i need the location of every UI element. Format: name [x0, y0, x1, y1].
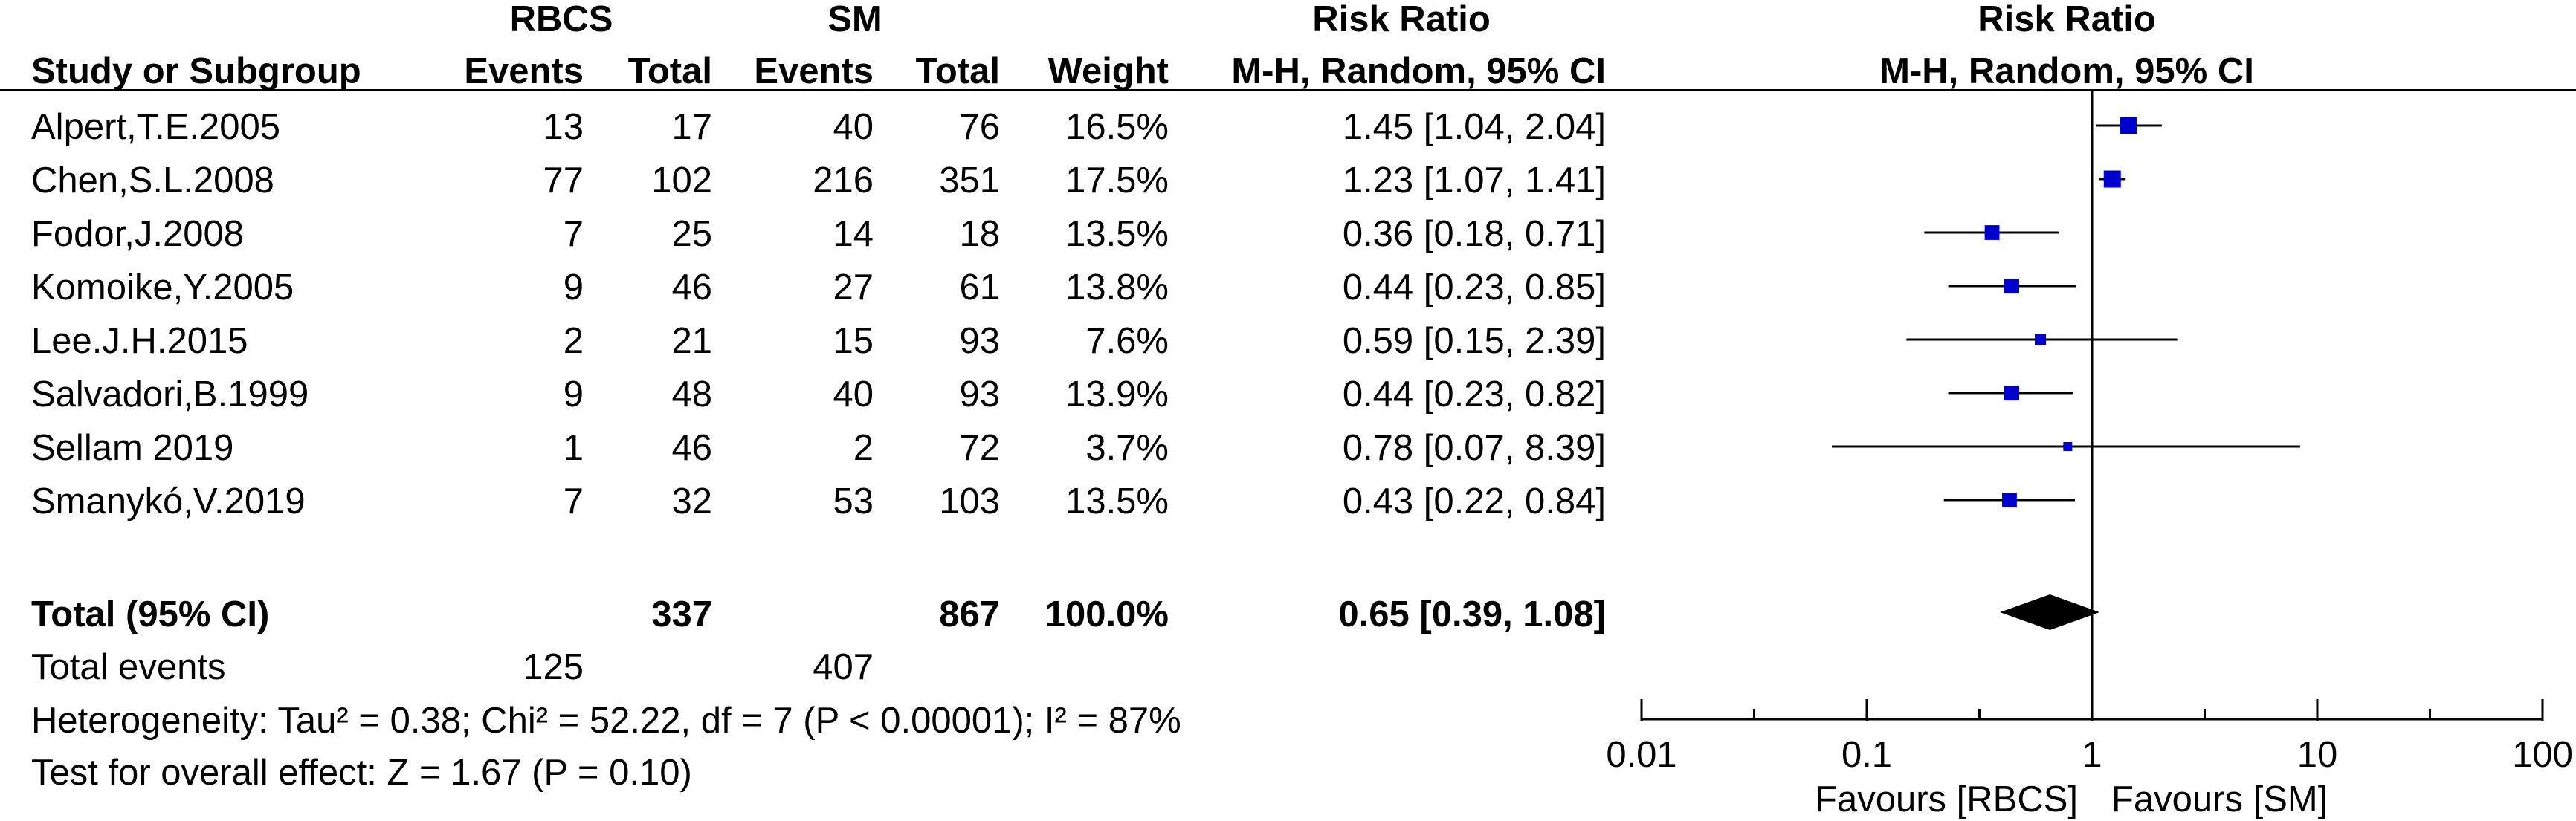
events2-value: 15: [833, 321, 874, 361]
total-events-1: 125: [523, 647, 584, 687]
events2-header: Events: [754, 51, 874, 91]
total-events-2: 407: [813, 647, 874, 687]
total2-value: 351: [939, 160, 1000, 201]
method-header-left: M-H, Random, 95% CI: [1231, 51, 1606, 91]
events1-value: 2: [563, 321, 584, 361]
point-estimate-marker: [2120, 117, 2137, 134]
total-events-label: Total events: [31, 647, 226, 687]
events1-value: 1: [563, 428, 584, 468]
study-name: Lee.J.H.2015: [31, 321, 248, 361]
x-tick-label: 1: [2082, 735, 2102, 775]
total-label: Total (95% CI): [31, 594, 270, 635]
study-name: Chen,S.L.2008: [31, 160, 274, 201]
total1-value: 32: [671, 481, 712, 522]
events2-value: 40: [833, 374, 874, 415]
weight-value: 16.5%: [1065, 107, 1169, 147]
events1-value: 7: [563, 481, 584, 522]
events2-value: 2: [853, 428, 874, 468]
ci-value: 0.36 [0.18, 0.71]: [1342, 214, 1606, 254]
events1-header: Events: [464, 51, 584, 91]
header-divider: [0, 89, 2576, 91]
point-estimate-marker: [2002, 493, 2017, 507]
pooled-estimate-diamond: [2000, 594, 2100, 630]
total1-value: 102: [651, 160, 712, 201]
events1-value: 77: [543, 160, 584, 201]
point-estimate-marker: [2004, 278, 2019, 294]
events1-value: 9: [563, 374, 584, 415]
total1-value: 46: [671, 267, 712, 308]
total1-value: 17: [671, 107, 712, 147]
method-header-right: M-H, Random, 95% CI: [1879, 51, 2254, 91]
study-name: Alpert,T.E.2005: [31, 107, 281, 147]
risk-ratio-header-right: Risk Ratio: [1978, 0, 2156, 39]
point-estimate-marker: [1984, 225, 2000, 240]
total-ci: 0.65 [0.39, 1.08]: [1338, 594, 1606, 635]
total2-value: 61: [959, 267, 1000, 308]
study-name: Komoike,Y.2005: [31, 267, 294, 308]
weight-value: 3.7%: [1085, 428, 1169, 468]
group2-header: SM: [827, 0, 882, 39]
study-name: Sellam 2019: [31, 428, 234, 468]
events2-value: 40: [833, 107, 874, 147]
favours-left-label: Favours [RBCS]: [1815, 779, 2078, 820]
weight-value: 17.5%: [1065, 160, 1169, 201]
total2-value: 93: [959, 321, 1000, 361]
point-estimate-marker: [2063, 442, 2073, 451]
overall-effect-text: Test for overall effect: Z = 1.67 (P = 0…: [31, 753, 692, 793]
ci-value: 1.23 [1.07, 1.41]: [1342, 160, 1606, 201]
point-estimate-marker: [2103, 170, 2121, 188]
weight-value: 13.8%: [1065, 267, 1169, 308]
ci-value: 0.44 [0.23, 0.82]: [1342, 374, 1606, 415]
ci-value: 1.45 [1.04, 2.04]: [1342, 107, 1606, 147]
group1-header: RBCS: [509, 0, 613, 39]
events2-value: 53: [833, 481, 874, 522]
total1-value: 25: [671, 214, 712, 254]
events1-value: 13: [543, 107, 584, 147]
events2-value: 216: [813, 160, 874, 201]
total-n2: 867: [939, 594, 1000, 635]
x-tick-label: 10: [2296, 735, 2338, 775]
events2-value: 14: [833, 214, 874, 254]
x-tick-label: 100: [2512, 735, 2573, 775]
weight-value: 7.6%: [1085, 321, 1169, 361]
total2-value: 76: [959, 107, 1000, 147]
total2-value: 93: [959, 374, 1000, 415]
ci-value: 0.43 [0.22, 0.84]: [1342, 481, 1606, 522]
total2-value: 72: [959, 428, 1000, 468]
events1-value: 9: [563, 267, 584, 308]
point-estimate-marker: [2004, 385, 2020, 401]
point-estimate-marker: [2035, 334, 2047, 345]
total2-value: 103: [939, 481, 1000, 522]
total1-value: 46: [671, 428, 712, 468]
weight-header: Weight: [1047, 51, 1169, 91]
total1-value: 21: [671, 321, 712, 361]
events2-value: 27: [833, 267, 874, 308]
study-name: Salvadori,B.1999: [31, 374, 309, 415]
total1-header: Total: [627, 51, 712, 91]
study-name: Smanykó,V.2019: [31, 481, 306, 522]
heterogeneity-text: Heterogeneity: Tau² = 0.38; Chi² = 52.22…: [31, 701, 1181, 741]
ci-value: 0.44 [0.23, 0.85]: [1342, 267, 1606, 308]
total2-value: 18: [959, 214, 1000, 254]
study-name: Fodor,J.2008: [31, 214, 245, 254]
weight-value: 13.9%: [1065, 374, 1169, 415]
total-n1: 337: [651, 594, 712, 635]
ci-value: 0.59 [0.15, 2.39]: [1342, 321, 1606, 361]
weight-value: 13.5%: [1065, 481, 1169, 522]
total1-value: 48: [671, 374, 712, 415]
x-tick-label: 0.1: [1841, 735, 1893, 775]
risk-ratio-header-left: Risk Ratio: [1312, 0, 1491, 39]
weight-value: 13.5%: [1065, 214, 1169, 254]
x-tick-label: 0.01: [1606, 735, 1677, 775]
total-weight: 100.0%: [1045, 594, 1169, 635]
events1-value: 7: [563, 214, 584, 254]
total2-header: Total: [915, 51, 1000, 91]
ci-value: 0.78 [0.07, 8.39]: [1342, 428, 1606, 468]
favours-right-label: Favours [SM]: [2111, 779, 2328, 820]
study-column-header: Study or Subgroup: [31, 51, 361, 91]
